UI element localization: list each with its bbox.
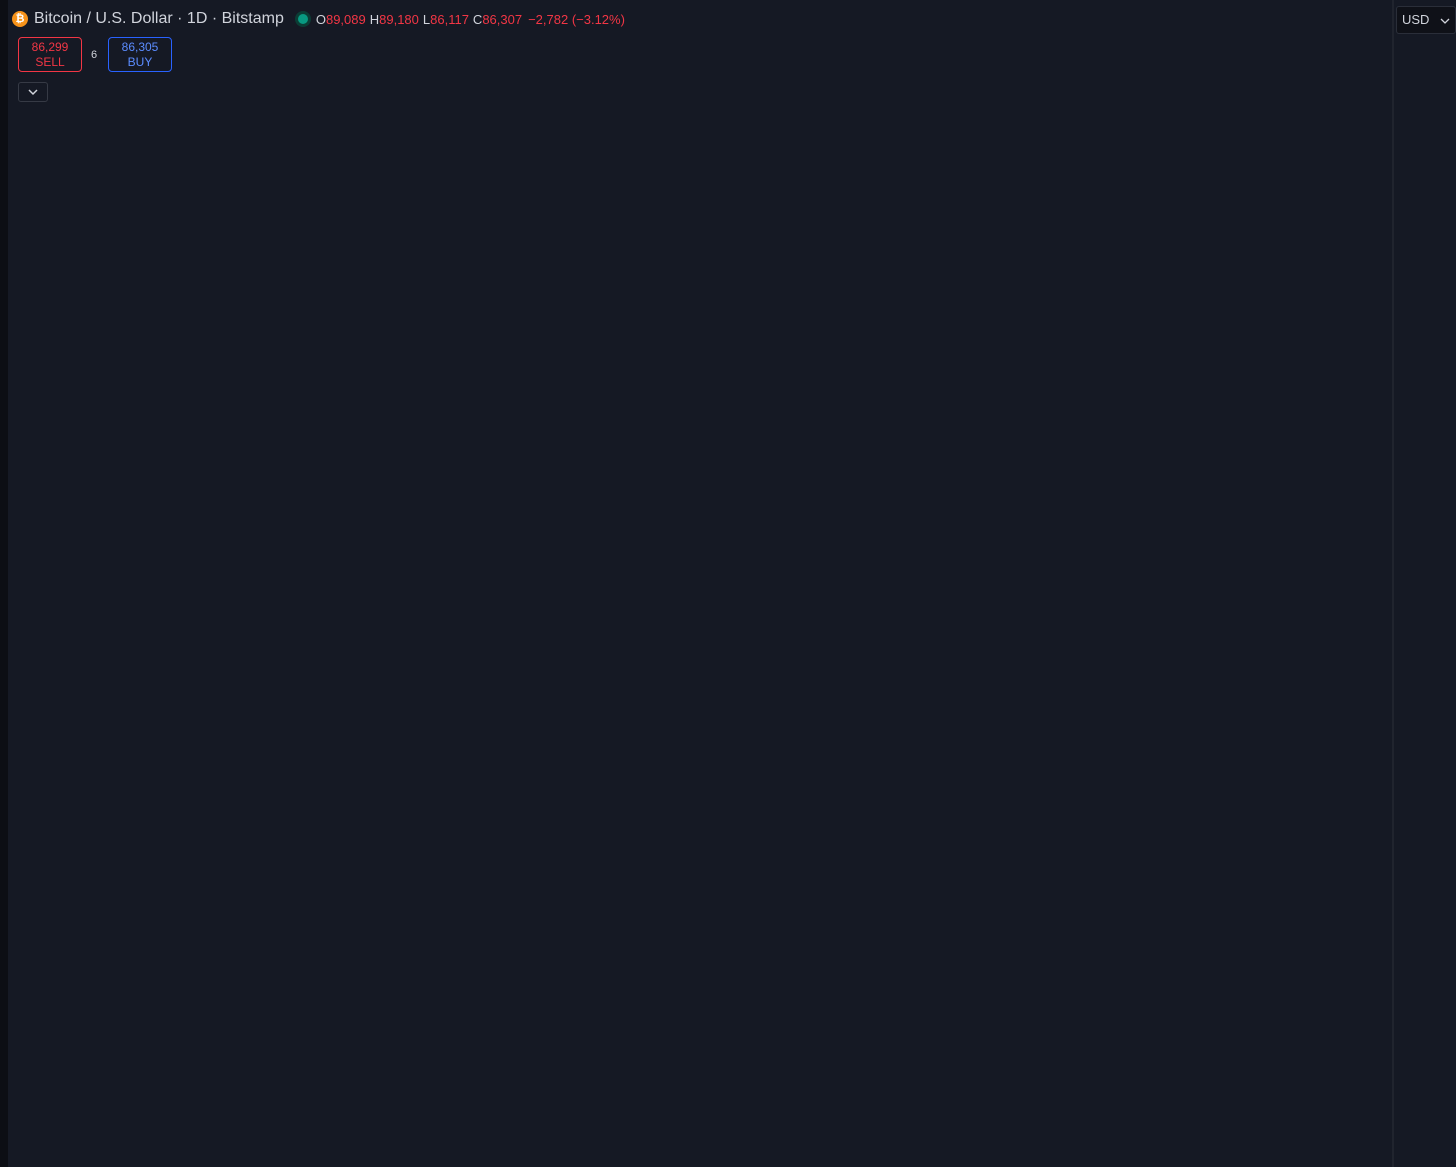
buy-button[interactable]: 86,305 BUY bbox=[108, 37, 172, 72]
change: −2,782 (−3.12%) bbox=[528, 11, 625, 27]
sell-label: SELL bbox=[35, 55, 65, 69]
ohlc-low: L86,117 bbox=[422, 11, 469, 27]
spread: 6 bbox=[91, 49, 98, 61]
expand-button[interactable] bbox=[18, 82, 48, 102]
symbol[interactable]: Bitcoin / U.S. Dollar · 1D · Bitstamp bbox=[34, 10, 284, 27]
sell-price: 86,299 bbox=[31, 40, 69, 54]
currency-button[interactable]: USD bbox=[1396, 6, 1456, 34]
ohlc-open: O89,089 bbox=[315, 11, 366, 27]
coin-icon: ₿ bbox=[12, 11, 28, 27]
sell-button[interactable]: 86,299 SELL bbox=[18, 37, 82, 72]
left-edge bbox=[0, 0, 8, 1167]
ohlc-high: H89,180 bbox=[369, 11, 419, 27]
ohlc-close: C86,307 bbox=[472, 11, 523, 27]
buy-price: 86,305 bbox=[121, 40, 159, 54]
currency: USD bbox=[1402, 12, 1430, 27]
header: ₿ Bitcoin / U.S. Dollar · 1D · Bitstamp … bbox=[12, 8, 625, 30]
chevron-icon bbox=[28, 89, 38, 96]
market-status bbox=[297, 14, 308, 24]
chevron-icon bbox=[1440, 18, 1450, 24]
buy-label: BUY bbox=[127, 55, 153, 69]
